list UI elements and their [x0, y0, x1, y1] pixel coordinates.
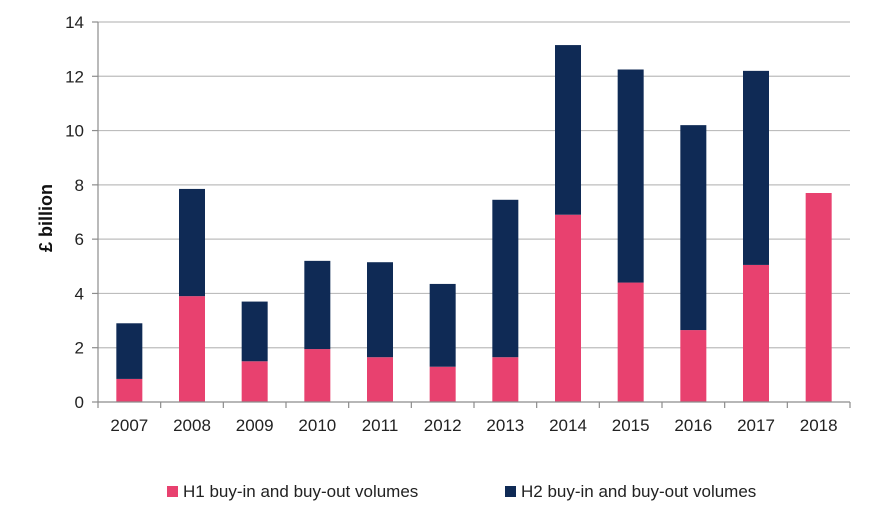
bar-h1-2010	[304, 349, 331, 402]
bar-h2-2007	[116, 323, 143, 379]
x-tick-label: 2016	[674, 416, 712, 435]
bar-h2-2012	[429, 283, 456, 367]
bar-h2-2016	[680, 125, 707, 331]
y-tick-label: 12	[65, 67, 84, 86]
x-tick-label: 2017	[737, 416, 775, 435]
y-tick-labels: 0 2 4 6 8 10 12 14	[65, 13, 84, 412]
bar-h2-2014	[555, 45, 581, 215]
bar-h2-2010	[304, 260, 331, 350]
axes	[97, 22, 851, 408]
x-tick-label: 2007	[110, 416, 148, 435]
y-tick-label: 2	[75, 339, 84, 358]
x-tick-label: 2014	[549, 416, 587, 435]
bar-h1-2007	[116, 378, 143, 402]
legend-swatch-h2	[505, 486, 516, 497]
x-tick-label: 2008	[173, 416, 211, 435]
bar-h2-2017	[743, 70, 769, 265]
bar-h1-2014	[555, 214, 581, 402]
bar-h2-2009	[241, 301, 268, 362]
x-tick-label: 2012	[424, 416, 462, 435]
y-tick-label: 10	[65, 122, 84, 141]
y-tick-label: 4	[75, 284, 84, 303]
x-tick-label: 2011	[362, 416, 399, 435]
x-tick-label: 2018	[800, 416, 838, 435]
x-tick-label: 2009	[236, 416, 274, 435]
bar-h2-2011	[367, 262, 393, 358]
x-tick-label: 2013	[486, 416, 524, 435]
bar-h1-2013	[492, 357, 519, 402]
x-tick-labels: 2007 2008 2009 2010 2011 2012 2013 2014 2015 2016…	[110, 416, 837, 435]
bar-h1-2018	[805, 193, 832, 402]
legend-label-h2: H2 buy-in and buy-out volumes	[521, 482, 756, 501]
bar-h1-2016	[680, 330, 707, 402]
bar-h1-2017	[743, 264, 769, 402]
bar-h1-2011	[367, 357, 393, 402]
bar-h1-2012	[429, 366, 456, 402]
bar-h2-2008	[179, 188, 205, 297]
bar-h1-2008	[179, 296, 205, 402]
y-tick-label: 0	[75, 393, 84, 412]
legend-label-h1: H1 buy-in and buy-out volumes	[183, 482, 418, 501]
y-tick-label: 6	[75, 230, 84, 249]
gridlines	[92, 21, 850, 403]
bar-h2-2015	[617, 69, 644, 283]
y-axis-title: £ billion	[36, 184, 56, 252]
y-tick-label: 8	[75, 176, 84, 195]
bar-h1-2009	[241, 361, 268, 402]
bar-h1-2015	[617, 282, 644, 402]
x-tick-label: 2015	[612, 416, 650, 435]
bars	[116, 45, 832, 402]
legend-swatch-h1	[167, 486, 178, 497]
bar-h2-2013	[492, 199, 519, 358]
y-tick-label: 14	[65, 13, 84, 32]
legend: H1 buy-in and buy-out volumes H2 buy-in a…	[167, 482, 756, 501]
x-tick-label: 2010	[298, 416, 336, 435]
